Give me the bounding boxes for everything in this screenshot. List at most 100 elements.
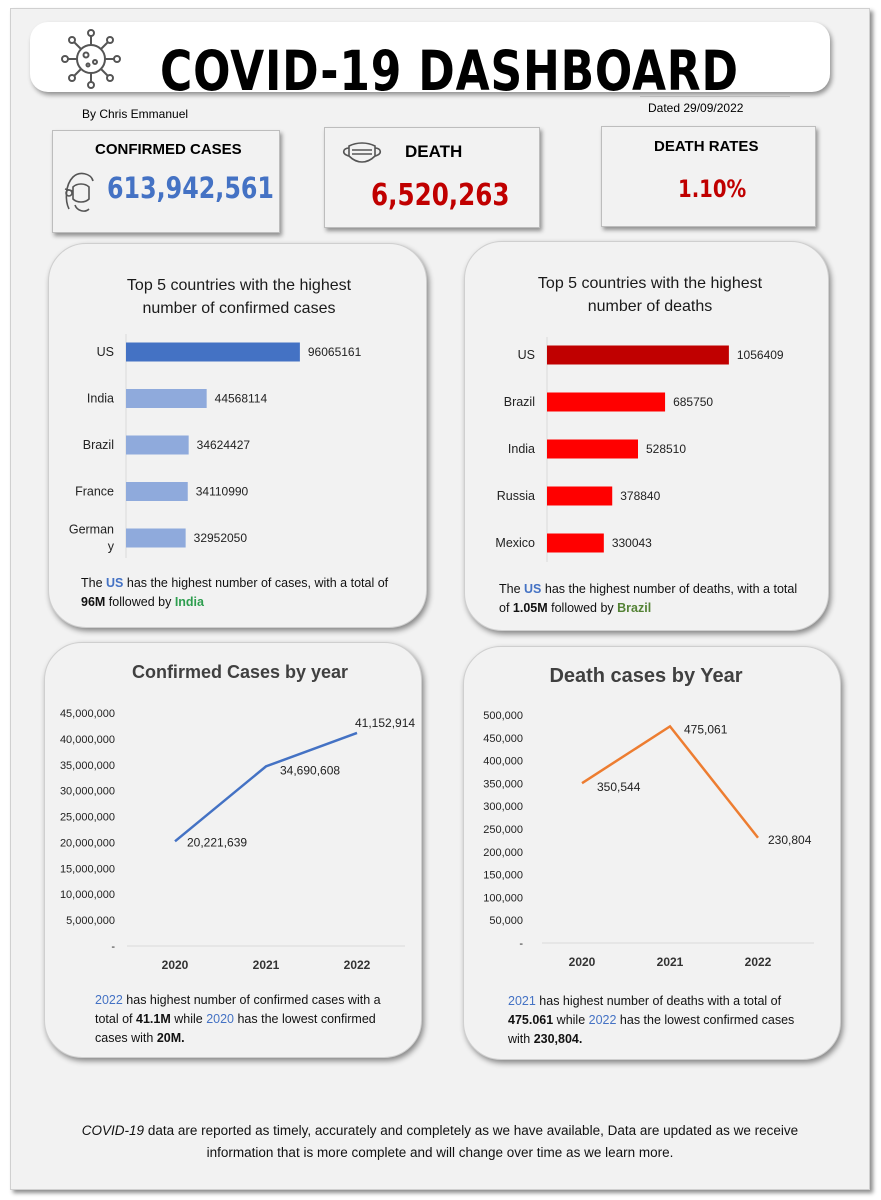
y-tick-label: 20,000,000	[60, 837, 115, 849]
y-tick-label: 250,000	[483, 824, 523, 836]
x-tick-label: 2022	[344, 958, 371, 972]
note-highlight: 2020	[206, 1012, 234, 1026]
bar	[126, 435, 189, 455]
x-tick-label: 2021	[657, 955, 684, 969]
y-tick-label: 350,000	[483, 778, 523, 790]
category-label: German	[69, 523, 114, 537]
footer-covid: COVID-19	[81, 1123, 145, 1138]
y-tick-label: 10,000,000	[60, 889, 115, 901]
note-highlight: India	[174, 595, 204, 609]
top5-deaths-card: Top 5 countries with the highest number …	[464, 241, 829, 631]
footer-note: COVID-19 data are reported as timely, ac…	[60, 1120, 820, 1164]
data-label: 475,061	[684, 722, 728, 736]
note-text: while	[553, 1013, 589, 1027]
note-total: 96M	[81, 595, 106, 609]
y-tick-label: 100,000	[483, 892, 523, 904]
bar	[547, 439, 638, 459]
y-tick-label: 150,000	[483, 870, 523, 882]
note-text: has the highest number of cases, with a …	[123, 576, 389, 590]
top5-deaths-title-line1: Top 5 countries with the highest	[537, 275, 763, 292]
note-total: 1.05M	[512, 601, 548, 615]
category-label: US	[518, 348, 535, 362]
y-tick-label: 15,000,000	[60, 863, 115, 875]
series-line	[174, 731, 358, 843]
category-label: US	[97, 345, 114, 359]
virus-icon	[61, 29, 121, 89]
y-tick-label: -	[519, 938, 523, 950]
note-total: 41.1M	[136, 1012, 171, 1026]
note-highlight: US	[524, 582, 542, 596]
y-tick-label: 25,000,000	[60, 812, 115, 824]
data-label: 230,804	[768, 833, 812, 847]
category-label: Mexico	[495, 536, 535, 550]
note-text: has the highest number of deaths, with a…	[499, 582, 798, 615]
note-text: while	[170, 1012, 207, 1026]
data-label: 350,544	[597, 780, 641, 794]
mask-icon	[342, 142, 382, 163]
x-tick-label: 2021	[253, 958, 280, 972]
note-highlight: 2022	[95, 993, 123, 1007]
top5-deaths-title-line2: number of deaths	[587, 298, 713, 315]
data-label: 32952050	[194, 531, 248, 545]
category-label: Brazil	[83, 438, 114, 452]
x-tick-label: 2020	[569, 955, 596, 969]
bar	[547, 533, 604, 553]
bar	[126, 342, 300, 362]
death-value: 6,520,263	[371, 178, 510, 213]
data-label: 685750	[673, 395, 713, 409]
y-tick-label: 30,000,000	[60, 786, 115, 798]
divider	[640, 96, 790, 97]
deaths-by-year-title: Death cases by Year	[549, 665, 743, 687]
y-tick-label: 200,000	[483, 847, 523, 859]
note-total: 475.061	[508, 1013, 554, 1027]
author-label: By Chris Emmanuel	[82, 107, 189, 121]
confirmed-cases-label: CONFIRMED CASES	[95, 141, 242, 158]
y-tick-label: 35,000,000	[60, 760, 115, 772]
top5-deaths-note: The US has the highest number of deaths,…	[499, 580, 804, 618]
category-label: Russia	[497, 489, 535, 503]
footer-text: data are reported as timely, accurately …	[144, 1123, 799, 1160]
cases-by-year-title: Confirmed Cases by year	[131, 662, 349, 682]
cases-by-year-note: 2022 has highest number of confirmed cas…	[95, 991, 385, 1048]
y-tick-label: 40,000,000	[60, 734, 115, 746]
y-tick-label: -	[111, 941, 115, 953]
series-line	[581, 724, 759, 839]
death-label: DEATH	[405, 142, 463, 161]
data-label: 378840	[620, 489, 660, 503]
y-tick-label: 500,000	[483, 710, 523, 722]
category-label: y	[108, 540, 115, 554]
y-tick-label: 300,000	[483, 801, 523, 813]
data-label: 34110990	[196, 485, 249, 499]
cases-by-year-chart: - 5,000,000 10,000,000 15,000,000 20,000,000…	[60, 708, 415, 972]
top5-cases-note: The US has the highest number of cases, …	[81, 574, 391, 612]
data-label: 528510	[646, 442, 686, 456]
note-text: The	[499, 582, 525, 596]
y-tick-label: 450,000	[483, 733, 523, 745]
top5-cases-title-line2: number of confirmed cases	[142, 300, 336, 317]
page-title: COVID-19 DASHBOARD	[160, 39, 739, 103]
note-text: followed by	[105, 595, 175, 609]
note-text: The	[81, 576, 107, 590]
category-label: Brazil	[504, 395, 535, 409]
bar	[126, 528, 186, 548]
deaths-by-year-note: 2021 has highest number of deaths with a…	[508, 992, 808, 1049]
top5-deaths-title: Top 5 countries with the highest number …	[465, 272, 835, 318]
bar	[547, 345, 729, 365]
bar	[547, 392, 666, 412]
title-bar: COVID-19 DASHBOARD	[30, 22, 830, 103]
bar	[126, 389, 207, 408]
x-tick-label: 2022	[745, 955, 772, 969]
note-text: followed by	[547, 601, 618, 615]
y-tick-label: 5,000,000	[66, 915, 115, 927]
note-text: has highest number of deaths with a tota…	[535, 994, 782, 1008]
x-tick-label: 2020	[162, 958, 189, 972]
data-label: 96065161	[308, 345, 362, 359]
data-label: 34,690,608	[280, 763, 340, 777]
note-total: 230,804.	[533, 1032, 583, 1046]
top5-cases-title: Top 5 countries with the highest number …	[49, 274, 429, 320]
category-label: India	[508, 442, 535, 456]
category-label: India	[87, 392, 114, 406]
y-tick-label: 400,000	[483, 756, 523, 768]
data-label: 41,152,914	[355, 716, 415, 730]
data-label: 20,221,639	[187, 835, 247, 849]
